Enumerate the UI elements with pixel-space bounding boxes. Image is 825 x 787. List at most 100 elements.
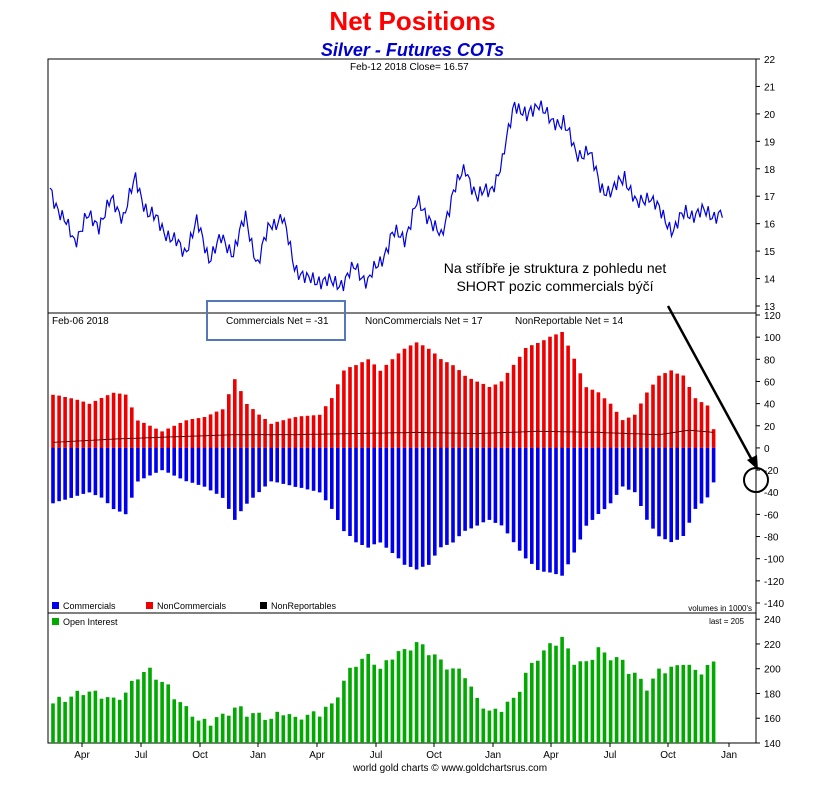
- open-interest-bar: [220, 713, 225, 743]
- commercials-bar: [633, 447, 637, 493]
- open-interest-bar: [427, 655, 431, 743]
- noncommercials-bar: [305, 415, 310, 448]
- noncommercials-bar: [420, 345, 425, 448]
- noncommercials-bar: [202, 417, 207, 448]
- open-interest-bar: [657, 668, 661, 743]
- open-interest-bar: [330, 703, 334, 743]
- open-interest-bar: [469, 686, 473, 743]
- commercials-bar: [299, 447, 304, 488]
- open-interest-bar: [542, 650, 546, 743]
- commercials-bar: [427, 447, 431, 565]
- open-interest-bar: [699, 674, 704, 743]
- open-interest-bar: [626, 673, 631, 743]
- open-interest-bar: [239, 706, 243, 743]
- commercials-bar: [287, 447, 292, 486]
- open-interest-bar: [445, 669, 449, 743]
- open-interest-bar: [123, 692, 128, 743]
- commercials-bar: [142, 447, 146, 479]
- open-interest-bar: [578, 661, 583, 743]
- price-y-tick-label: 20: [764, 110, 776, 121]
- noncommercials-bar: [330, 398, 334, 448]
- noncommercials-bar: [602, 398, 607, 448]
- commercials-bar: [408, 447, 413, 567]
- open-interest-bar: [117, 699, 122, 743]
- noncommercials-bar: [111, 392, 116, 448]
- x-tick-label: Jul: [135, 750, 148, 761]
- net-y-tick-label: -80: [764, 533, 779, 544]
- noncommercials-bar: [499, 381, 504, 448]
- commercials-bar: [51, 447, 55, 504]
- open-interest-bar: [354, 666, 358, 743]
- commercials-bar: [202, 447, 207, 487]
- noncommercials-bar: [481, 383, 486, 448]
- noncommercials-bar: [699, 402, 704, 448]
- open-interest-bar: [214, 717, 219, 743]
- commercials-bar: [178, 447, 183, 479]
- noncommercials-bar: [408, 345, 413, 448]
- price-y-tick-label: 14: [764, 275, 776, 286]
- commercials-bar: [433, 447, 437, 556]
- commercials-bar: [663, 447, 667, 540]
- commercials-bar: [184, 447, 189, 482]
- noncommercials-bar: [584, 387, 589, 448]
- open-interest-bar: [439, 659, 443, 743]
- commercials-bar: [602, 447, 607, 510]
- noncommercials-bar: [178, 423, 183, 448]
- noncommercials-bar: [463, 375, 467, 448]
- noncommercials-bar: [245, 404, 249, 448]
- noncommercials-bar: [633, 414, 637, 448]
- commercials-bar: [475, 447, 479, 526]
- noncommercials-bar: [269, 423, 273, 448]
- commercials-bar: [554, 447, 558, 575]
- commercials-bar: [57, 447, 61, 502]
- x-tick-label: Jan: [250, 750, 266, 761]
- noncommercials-bar: [287, 418, 292, 448]
- commercials-bar: [348, 447, 352, 536]
- open-interest-bar: [536, 660, 540, 743]
- noncommercials-bar: [233, 379, 237, 448]
- open-interest-bar: [608, 660, 613, 743]
- open-interest-bar: [620, 659, 625, 743]
- open-interest-bar: [208, 725, 213, 743]
- commercials-bar: [530, 447, 534, 564]
- open-interest-bar: [596, 647, 601, 743]
- commercials-bar: [439, 447, 443, 548]
- commercials-bar: [499, 447, 504, 526]
- noncommercials-bar: [657, 375, 661, 448]
- commercials-bar: [402, 447, 407, 565]
- open-interest-bar: [51, 703, 55, 743]
- x-tick-label: Jan: [721, 750, 737, 761]
- noncommercials-bar: [645, 392, 649, 448]
- last-note: last = 205: [709, 617, 744, 626]
- noncommercials-bar: [505, 372, 510, 448]
- noncommercials-bar: [251, 409, 255, 448]
- noncommercials-bar: [166, 428, 170, 448]
- commercials-bar: [111, 447, 116, 510]
- commercials-bar: [560, 447, 564, 576]
- net-y-tick-label: -40: [764, 488, 779, 499]
- noncommercials-bar: [548, 336, 552, 448]
- net-y-tick-label: 20: [764, 422, 776, 433]
- open-interest-bar: [69, 696, 73, 743]
- net-y-tick-label: -140: [764, 599, 784, 610]
- open-interest-bar: [160, 681, 164, 743]
- noncommercials-bar: [596, 392, 601, 448]
- commercials-bar: [390, 447, 395, 553]
- open-interest-bar: [396, 651, 401, 743]
- open-interest-bar: [481, 708, 486, 743]
- commercials-bar: [463, 447, 467, 531]
- oi-y-tick-label: 240: [764, 615, 781, 626]
- noncommercials-bar: [669, 370, 673, 448]
- open-interest-bar: [257, 712, 261, 743]
- commercials-bar: [105, 447, 110, 504]
- open-interest-bar: [269, 718, 273, 743]
- commercials-bar: [63, 447, 67, 500]
- commercials-bar: [620, 447, 625, 487]
- price-y-tick-label: 18: [764, 165, 776, 176]
- noncommercials-bar: [493, 384, 498, 448]
- x-tick-label: Oct: [426, 750, 442, 761]
- net-y-tick-label: 100: [764, 333, 781, 344]
- annotation-circle: [743, 467, 769, 493]
- noncommercials-bar: [342, 370, 346, 448]
- open-interest-bar: [681, 664, 686, 743]
